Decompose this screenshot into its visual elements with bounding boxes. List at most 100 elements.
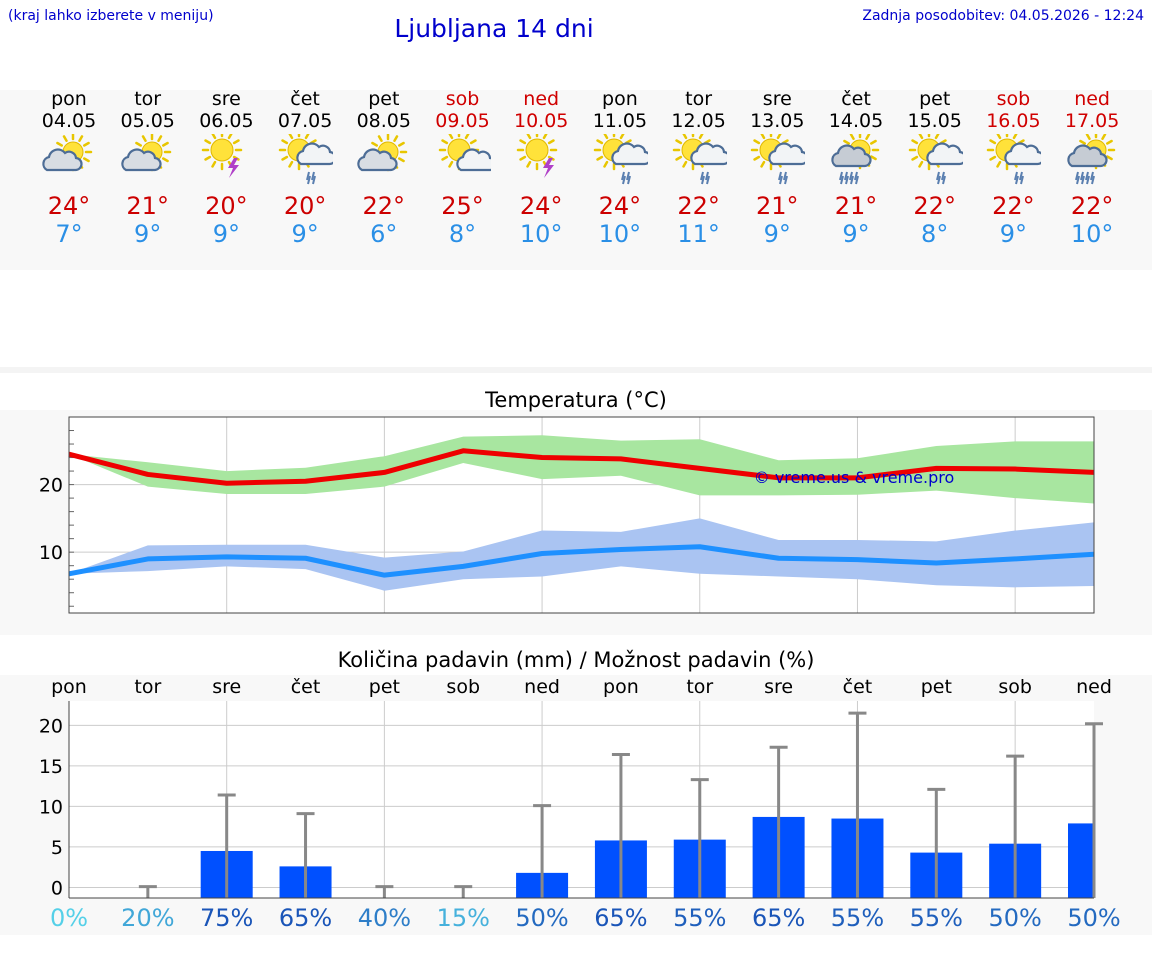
y-tick-label: 10 — [39, 542, 63, 564]
precipitation-probability: 50% — [515, 904, 568, 932]
precipitation-probability: 40% — [358, 904, 411, 932]
max-temperature-range — [69, 435, 1094, 504]
day-name: ned — [1074, 88, 1110, 110]
day-name: tor — [134, 88, 162, 110]
location-menu-hint: (kraj lahko izberete v meniju) — [8, 8, 214, 24]
min-temperature: 9° — [842, 220, 870, 248]
day-label: sob — [998, 676, 1032, 698]
day-label: pon — [51, 676, 87, 698]
max-temperature: 21° — [126, 192, 169, 220]
max-temperature: 22° — [1070, 192, 1114, 220]
day-label: ned — [1076, 676, 1112, 698]
sun-thunder-icon — [501, 129, 581, 186]
day-label: čet — [291, 676, 321, 698]
divider — [0, 367, 1152, 373]
day-date: 15.05 — [907, 110, 962, 132]
day-date: 13.05 — [750, 110, 805, 132]
min-temperature-line — [68, 544, 1095, 578]
forecast-strip — [0, 90, 1152, 270]
day-name: sre — [211, 88, 241, 110]
max-temperature: 22° — [913, 192, 956, 220]
max-temperature: 22° — [992, 192, 1035, 220]
max-temperature: 22° — [362, 192, 406, 220]
min-temperature: 10° — [1070, 220, 1114, 248]
day-date: 16.05 — [986, 110, 1041, 132]
precipitation-probability: 0% — [50, 904, 88, 932]
sun-thunder-icon — [186, 129, 266, 186]
sun-heavy-rain-icon — [1052, 130, 1132, 186]
day-label: tor — [686, 676, 713, 698]
precipitation-bar — [1068, 823, 1094, 898]
precipitation-probability: 65% — [279, 904, 332, 932]
y-tick-label: 20 — [39, 715, 63, 737]
day-label: pet — [921, 676, 952, 698]
precipitation-probability: 50% — [1067, 904, 1120, 932]
day-column: sob 09.05 25° 8° — [423, 88, 503, 248]
day-label: sob — [446, 676, 480, 698]
y-tick-label: 5 — [51, 837, 63, 859]
temperature-chart: 10 20 © vreme.us & vreme.pro — [39, 416, 1095, 614]
min-temperature: 7° — [55, 220, 83, 248]
min-temperature: 10° — [598, 220, 642, 248]
precipitation-probability: 50% — [988, 904, 1041, 932]
day-name: ned — [523, 88, 560, 110]
plot-frame — [68, 416, 1095, 614]
partly-cloudy-icon — [29, 132, 109, 186]
day-column: sre 06.05 20° 9° — [186, 88, 266, 248]
day-name: čet — [290, 88, 320, 110]
day-label: ned — [524, 676, 560, 698]
sun-heavy-rain-icon — [816, 130, 896, 186]
day-column: pet 08.05 22° 6° — [344, 88, 424, 248]
day-column: čet 14.05 21° 9° — [816, 88, 896, 248]
day-column: tor 12.05 22° 11° — [659, 88, 739, 248]
precipitation-probability: 75% — [200, 904, 253, 932]
max-temperature: 22° — [677, 192, 720, 220]
watermark: © vreme.us & vreme.pro — [754, 468, 955, 487]
precipitation-probability: 65% — [594, 904, 647, 932]
day-date: 12.05 — [671, 110, 726, 132]
day-date: 05.05 — [120, 110, 175, 132]
day-date: 09.05 — [435, 110, 490, 132]
day-name: pet — [919, 88, 951, 110]
max-temperature: 21° — [756, 192, 799, 220]
day-date: 14.05 — [828, 110, 884, 132]
precipitation-probability: 55% — [673, 904, 726, 932]
y-tick-label: 10 — [39, 796, 63, 818]
day-column: ned 17.05 22° 10° — [1052, 88, 1132, 248]
precipitation-probability: 55% — [910, 904, 963, 932]
last-update-label: Zadnja posodobitev: 04.05.2026 - 12:24 — [862, 8, 1144, 24]
day-date: 06.05 — [199, 110, 254, 132]
day-label: pon — [603, 676, 639, 698]
max-temperature: 24° — [519, 192, 563, 220]
precipitation-probability: 20% — [121, 904, 174, 932]
max-temperature: 20° — [283, 192, 327, 220]
day-date: 10.05 — [513, 110, 569, 132]
day-name: pon — [51, 88, 87, 110]
partly-cloudy-icon — [108, 132, 188, 186]
max-temperature: 24° — [47, 192, 91, 220]
precipitation-chart: pon tor sre čet pet sob ned pon tor sre čet pet sob n… — [39, 676, 1121, 932]
max-temperature: 21° — [834, 192, 878, 220]
day-name: sre — [762, 88, 792, 110]
sun-cloud-rain-icon — [895, 129, 975, 186]
day-name: tor — [685, 88, 713, 110]
sun-cloud-rain-icon — [973, 129, 1053, 186]
day-column: ned 10.05 24° 10° — [501, 88, 581, 248]
temperature-chart-title: Temperatura (°C) — [485, 388, 667, 412]
max-temperature: 20° — [205, 192, 248, 220]
day-name: sob — [996, 88, 1031, 110]
day-label: sre — [764, 676, 793, 698]
day-name: čet — [841, 88, 871, 110]
day-date: 07.05 — [277, 110, 333, 132]
precipitation-probability: 55% — [831, 904, 884, 932]
day-column: pon 11.05 24° 10° — [580, 88, 660, 248]
y-tick-label: 15 — [39, 756, 63, 778]
min-temperature: 9° — [291, 220, 319, 248]
min-temperature: 8° — [921, 220, 949, 248]
day-label: sre — [212, 676, 241, 698]
day-name: sob — [445, 88, 480, 110]
day-column: tor 05.05 21° 9° — [108, 88, 188, 248]
day-date: 08.05 — [356, 110, 411, 132]
sun-cloud-rain-icon — [265, 129, 345, 186]
day-column: sob 16.05 22° 9° — [973, 88, 1053, 248]
